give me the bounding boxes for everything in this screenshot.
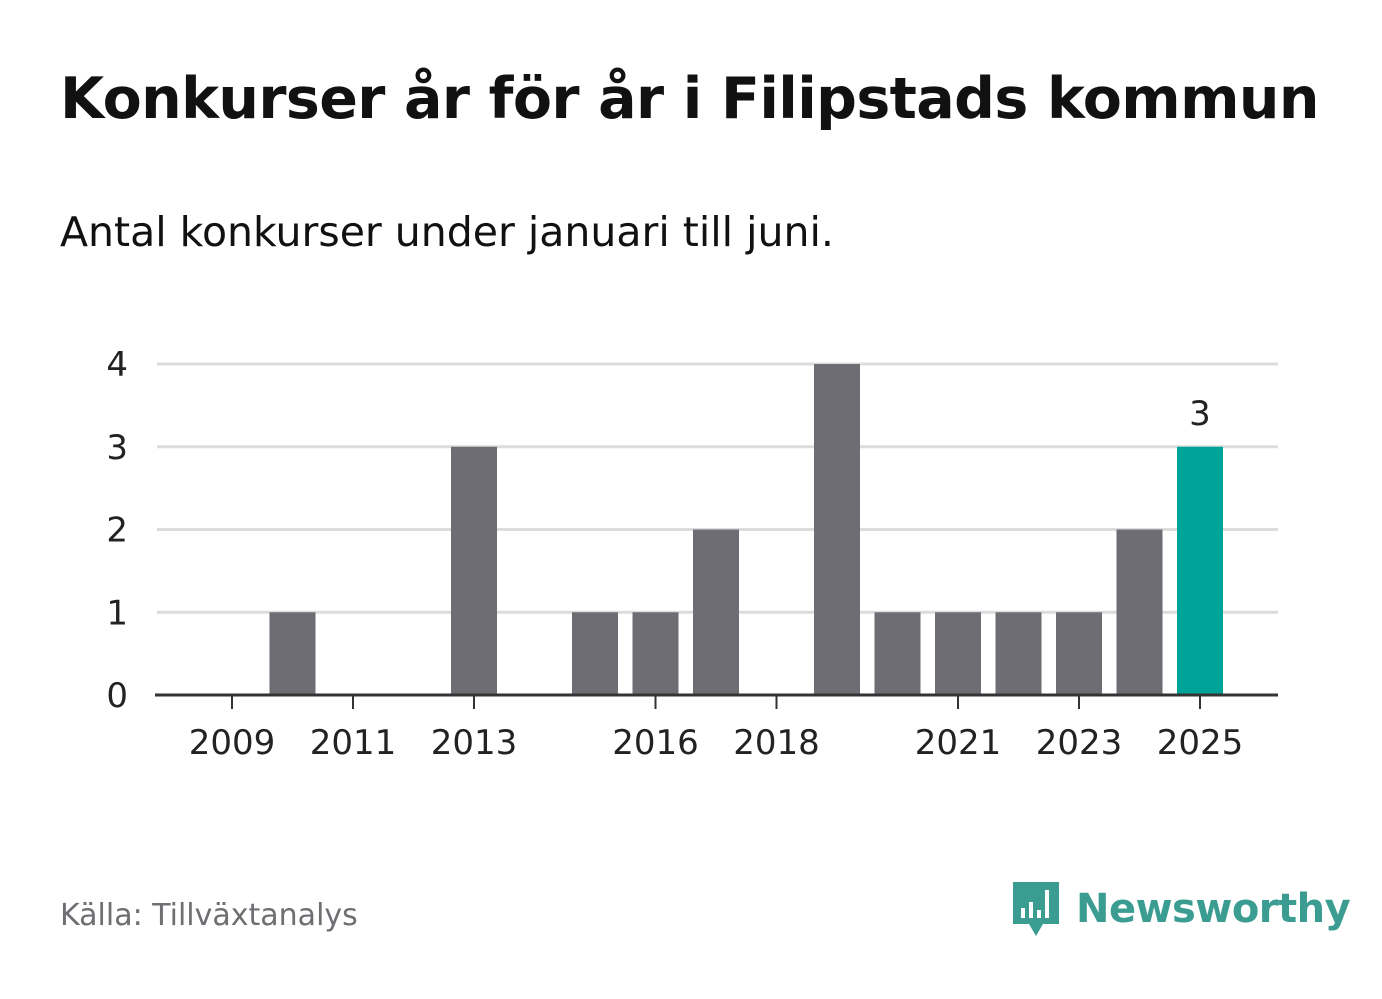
bar-2010 <box>269 612 316 695</box>
x-axis <box>155 693 1278 709</box>
y-tick-label: 4 <box>106 345 128 385</box>
bar-2023 <box>1056 612 1102 695</box>
x-tick-label: 2016 <box>612 723 699 763</box>
y-tick-label: 3 <box>106 428 128 468</box>
bar-chart-speech-bubble-icon <box>1013 882 1059 936</box>
y-tick-label: 1 <box>106 593 128 633</box>
x-tick-label: 2011 <box>310 723 397 763</box>
bar-2021 <box>935 612 981 695</box>
bar-2016 <box>632 612 679 695</box>
x-tick-label: 2021 <box>915 723 1002 763</box>
chart-subtitle: Antal konkurser under januari till juni. <box>60 208 834 256</box>
brand-name: Newsworthy <box>1076 886 1351 932</box>
bar-2022 <box>995 612 1042 695</box>
chart-title: Konkurser år för år i Filipstads kommun <box>60 66 1319 132</box>
brand-logo: Newsworthy <box>1010 878 1351 940</box>
bars <box>269 364 1223 695</box>
bar-2020 <box>874 612 921 695</box>
source-note: Källa: Tillväxtanalys <box>60 898 358 933</box>
bar-2025 <box>1177 446 1223 695</box>
bar-2019 <box>814 364 860 695</box>
bar-2015 <box>572 612 618 695</box>
x-tick-label: 2009 <box>189 723 276 763</box>
x-tick-label: 2013 <box>431 723 518 763</box>
y-tick-label: 0 <box>106 676 128 716</box>
bar-2017 <box>693 529 739 695</box>
y-tick-label: 2 <box>106 511 128 551</box>
bar-2013 <box>451 446 497 695</box>
axis-labels: 0 1 2 3 4 2009 2011 2013 2016 2018 2021 2023 2025 3 <box>106 345 1243 763</box>
bar-2024 <box>1116 529 1163 695</box>
data-label: 3 <box>1189 394 1211 434</box>
x-tick-label: 2018 <box>733 723 820 763</box>
x-tick-label: 2025 <box>1157 723 1244 763</box>
x-tick-label: 2023 <box>1036 723 1123 763</box>
